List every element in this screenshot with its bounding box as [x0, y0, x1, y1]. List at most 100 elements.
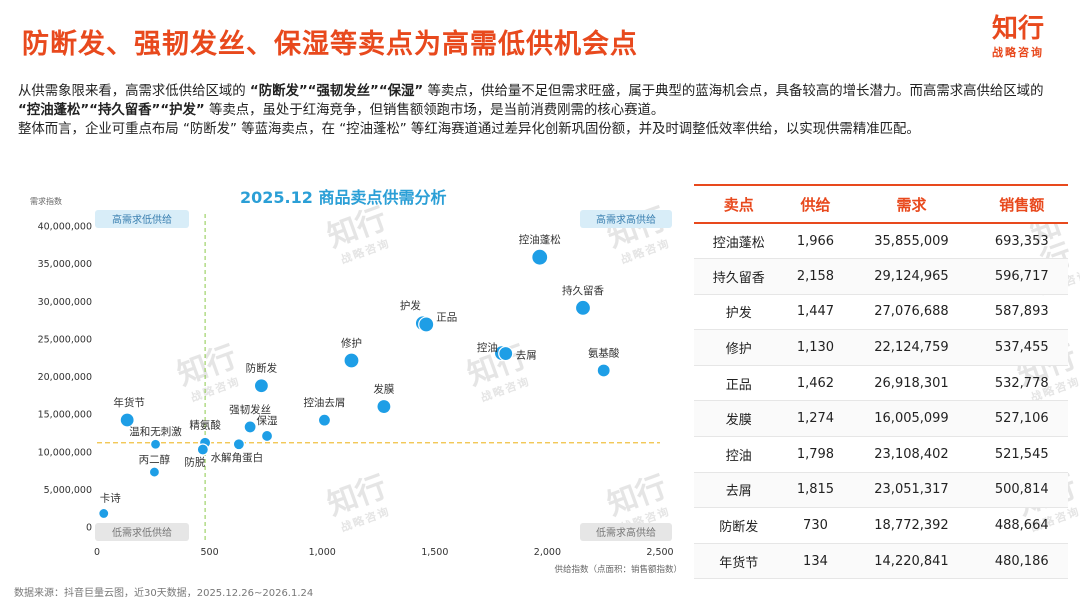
quadrant-bottom-right-bg [580, 523, 672, 541]
scatter-point [232, 438, 245, 451]
table-cell: 521,545 [975, 436, 1068, 473]
scatter-point [260, 429, 274, 443]
table-cell: 正品 [694, 365, 784, 402]
page-title: 防断发、强韧发丝、保湿等卖点为高需低供机会点 [22, 29, 638, 60]
table-cell: 年货节 [694, 543, 784, 580]
quadrant-top-left: 高需求低供给 [112, 213, 172, 226]
summary-p1-e: 等卖点，虽处于红海竞争，但销售额领跑市场，是当前消费刚需的核心赛道。 [204, 103, 665, 118]
logo-sub: 战略咨询 [992, 46, 1044, 59]
table-cell: 23,108,402 [847, 436, 976, 473]
point-label: 去屑 [516, 350, 537, 362]
table-header-cell: 卖点 [694, 184, 784, 224]
summary-text: 从供需象限来看，高需求低供给区域的 “防断发”“强韧发丝”“保湿” 等卖点，供给… [18, 82, 1058, 139]
y-tick-label: 40,000,000 [38, 222, 92, 233]
scatter-point [574, 299, 592, 316]
scatter-point [253, 378, 269, 394]
scatter-point [531, 248, 549, 266]
scatter-chart: 需求指数 0 5,000,000 10,000,000 15,000,000 20,000… [30, 196, 682, 575]
table-cell: 1,462 [783, 365, 848, 402]
point-label: 保湿 [257, 414, 278, 427]
table-cell: 1,274 [783, 400, 848, 438]
table-cell: 1,447 [783, 294, 848, 331]
x-tick-label: 2,000 [534, 547, 561, 558]
summary-p1-d: “控油蓬松”“持久留香”“护发” [18, 103, 205, 118]
point-label: 丙二醇 [139, 453, 171, 466]
table-cell: 1,966 [783, 223, 848, 260]
table-cell: 480,186 [975, 543, 1068, 580]
table-row: 修护 1,130 22,124,759 537,455 [694, 329, 1068, 366]
y-axis-label: 需求指数 [30, 196, 62, 206]
table-cell: 18,772,392 [847, 507, 976, 544]
table-header-cell: 需求 [847, 184, 976, 224]
summary-p1-a: 从供需象限来看，高需求低供给区域的 [18, 84, 250, 99]
table-row: 正品 1,462 26,918,301 532,778 [694, 365, 1068, 402]
table-cell: 527,106 [975, 400, 1068, 438]
point-label: 卡诗 [100, 491, 121, 504]
point-label: 年货节 [113, 396, 145, 409]
table-cell: 29,124,965 [847, 258, 976, 295]
table-cell: 693,353 [975, 223, 1068, 260]
table-cell: 22,124,759 [847, 329, 976, 366]
chart-title: 2025.12 商品卖点供需分析 [240, 188, 447, 207]
table-cell: 587,893 [975, 294, 1068, 331]
scatter-point [243, 420, 257, 434]
table-cell: 持久留香 [694, 258, 784, 295]
summary-paragraph-1: 从供需象限来看，高需求低供给区域的 “防断发”“强韧发丝”“保湿” 等卖点，供给… [18, 82, 1058, 120]
table-cell: 23,051,317 [847, 472, 976, 509]
table-header-cell: 供给 [783, 184, 848, 224]
scatter-point [98, 507, 110, 520]
x-tick-label: 1,000 [309, 547, 336, 558]
table-cell: 1,130 [783, 329, 848, 366]
point-label: 持久留香 [562, 284, 604, 297]
table-cell: 500,814 [975, 472, 1068, 509]
table-cell: 修护 [694, 329, 784, 366]
y-tick-label: 20,000,000 [38, 372, 92, 383]
sales-table: 卖点 供给 需求 销售额 控油蓬松 1,966 35,855,009 693,353 持… [694, 184, 1068, 580]
scatter-point [119, 412, 135, 428]
table-body: 控油蓬松 1,966 35,855,009 693,353 持久留香 2,158 29,12… [694, 223, 1068, 580]
table-row: 去屑 1,815 23,051,317 500,814 [694, 472, 1068, 509]
data-source: 数据来源：抖音巨量云图，近30天数据，2025.12.26~2026.1.24 [14, 588, 314, 599]
table-cell: 14,220,841 [847, 543, 976, 580]
logo-main: 知行 [991, 14, 1044, 44]
brand-logo: 知行 战略咨询 [982, 14, 1054, 60]
table-row: 发膜 1,274 16,005,099 527,106 [694, 400, 1068, 438]
y-tick-label: 10,000,000 [38, 447, 92, 458]
table-cell: 596,717 [975, 258, 1068, 295]
point-label: 防脱 [184, 455, 205, 468]
scatter-point [149, 438, 162, 450]
table-cell: 27,076,688 [847, 294, 976, 331]
quadrant-bottom-right: 低需求高供给 [596, 526, 656, 539]
x-tick-label: 0 [94, 547, 100, 558]
table-row: 持久留香 2,158 29,124,965 596,717 [694, 258, 1068, 295]
scatter-point [196, 443, 209, 456]
table-row: 控油 1,798 23,108,402 521,545 [694, 436, 1068, 473]
scatter-point [596, 363, 611, 378]
quadrant-top-right: 高需求高供给 [596, 213, 656, 226]
point-label: 控油 [477, 341, 498, 354]
table-cell: 35,855,009 [847, 223, 976, 260]
table-cell: 发膜 [694, 400, 784, 438]
y-tick-label: 30,000,000 [38, 297, 92, 308]
point-label: 控油去屑 [303, 396, 345, 409]
x-tick-label: 2,500 [646, 547, 673, 558]
point-label: 护发 [400, 299, 421, 312]
y-tick-label: 5,000,000 [44, 485, 92, 496]
table-cell: 537,455 [975, 329, 1068, 366]
table-cell: 488,664 [975, 507, 1068, 544]
x-axis-label: 供给指数（点面积：销售额指数） [554, 564, 682, 575]
point-label: 控油蓬松 [519, 233, 561, 246]
summary-p1-b: “防断发”“强韧发丝”“保湿” [249, 84, 424, 99]
point-label: 精氨酸 [189, 419, 221, 432]
point-label: 水解角蛋白 [211, 451, 264, 464]
y-tick-label: 0 [86, 523, 92, 534]
table-header-row: 卖点 供给 需求 销售额 [694, 184, 1068, 224]
point-label: 氨基酸 [588, 346, 620, 359]
table-header-cell: 销售额 [975, 184, 1068, 224]
scatter-point [418, 316, 435, 333]
y-tick-label: 35,000,000 [38, 259, 92, 270]
quadrant-top-left-bg [95, 210, 189, 228]
table-cell: 去屑 [694, 472, 784, 509]
table-cell: 1,798 [783, 436, 848, 473]
y-tick-label: 25,000,000 [38, 334, 92, 345]
